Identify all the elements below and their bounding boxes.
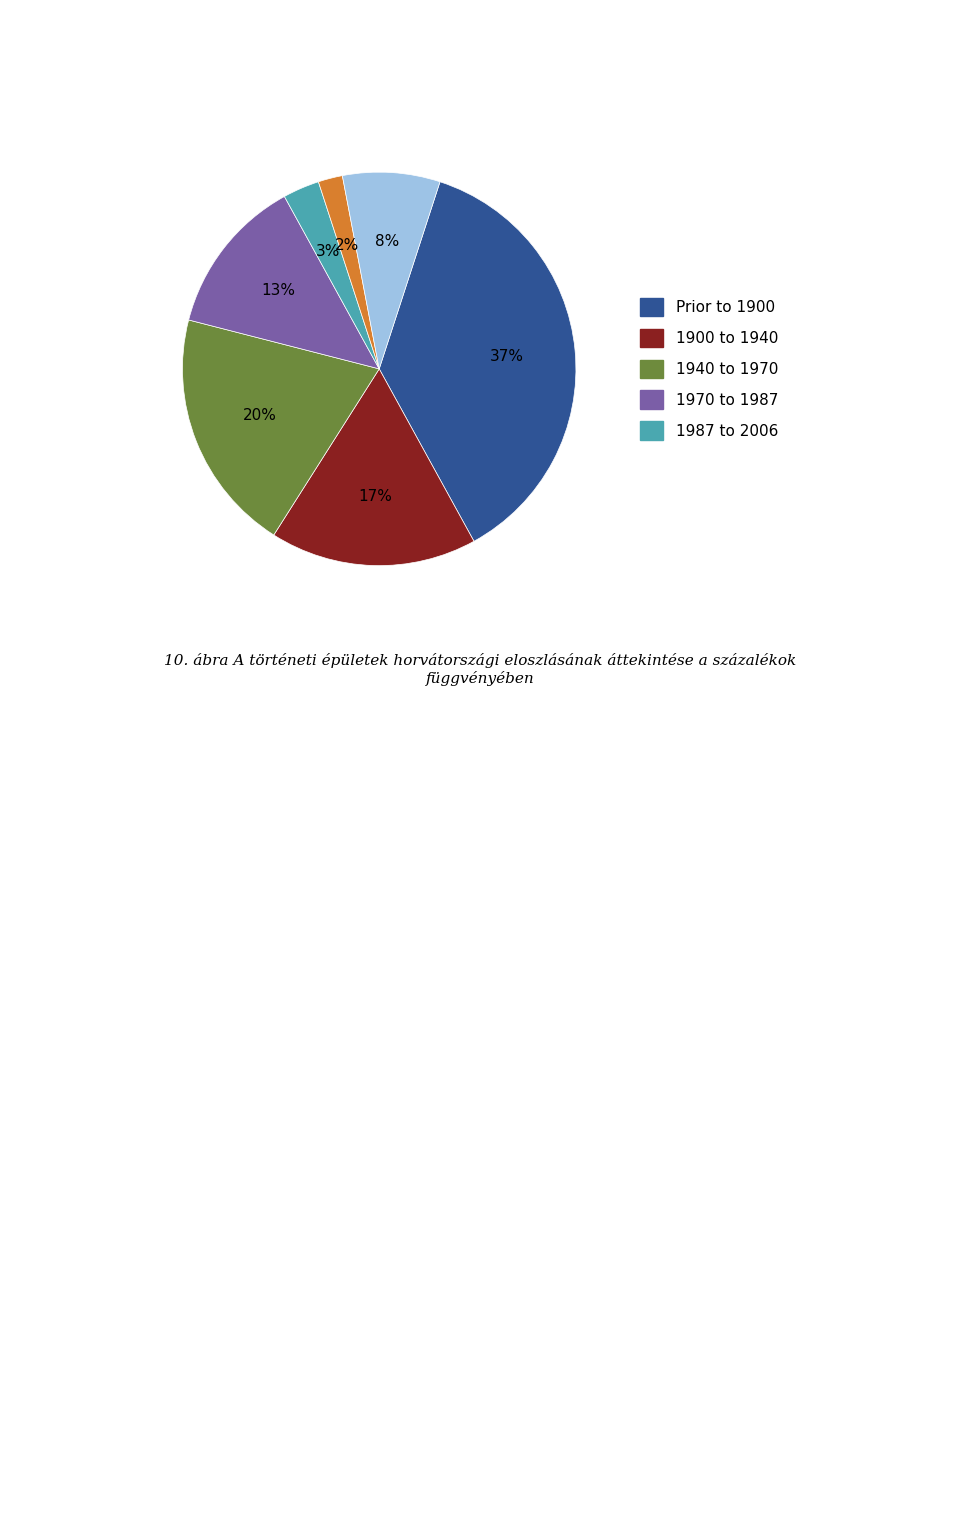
Wedge shape — [284, 181, 379, 369]
Legend: Prior to 1900, 1900 to 1940, 1940 to 1970, 1970 to 1987, 1987 to 2006: Prior to 1900, 1900 to 1940, 1940 to 197… — [633, 290, 785, 447]
Wedge shape — [189, 197, 379, 369]
Text: 20%: 20% — [244, 409, 277, 424]
Text: 37%: 37% — [490, 349, 523, 364]
Wedge shape — [274, 369, 474, 566]
Wedge shape — [182, 320, 379, 535]
Text: 8%: 8% — [375, 234, 399, 249]
Text: 2%: 2% — [335, 238, 360, 252]
Wedge shape — [379, 181, 576, 541]
Text: 3%: 3% — [316, 244, 341, 260]
Text: 17%: 17% — [358, 489, 392, 504]
Wedge shape — [343, 172, 440, 369]
Wedge shape — [319, 175, 379, 369]
Text: 10. ábra A történeti épületek horvátországi eloszlásának áttekintése a százaléko: 10. ábra A történeti épületek horvátorsz… — [164, 653, 796, 686]
Text: 13%: 13% — [261, 283, 295, 298]
